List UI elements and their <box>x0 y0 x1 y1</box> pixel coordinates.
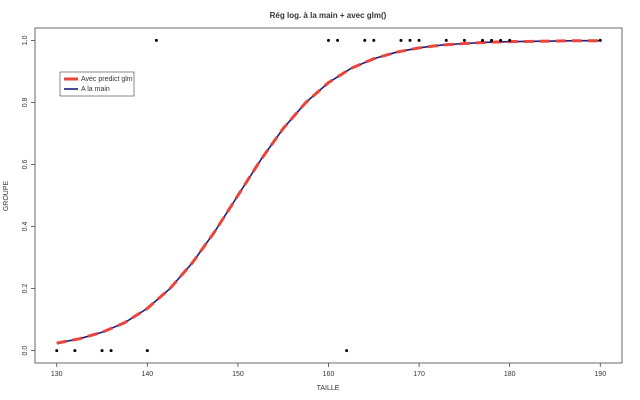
data-point <box>154 38 158 42</box>
x-axis-label: TAILLE <box>317 385 340 392</box>
legend-box <box>59 71 135 97</box>
x-tick-label: 180 <box>504 371 516 378</box>
data-point <box>109 349 113 353</box>
x-tick-label: 160 <box>323 371 335 378</box>
x-tick-label: 190 <box>594 371 606 378</box>
chart-title: Rég log. à la main + avec glm() <box>270 11 387 20</box>
data-point <box>363 38 367 42</box>
x-tick-label: 130 <box>51 371 63 378</box>
data-point <box>145 349 149 353</box>
data-point <box>508 38 512 42</box>
y-axis-label: GROUPE <box>3 181 10 212</box>
data-point <box>100 349 104 353</box>
y-tick-label: 1.0 <box>22 35 29 45</box>
y-tick-label: 0.6 <box>22 160 29 170</box>
data-point <box>480 38 484 42</box>
x-tick-label: 140 <box>141 371 153 378</box>
data-point <box>336 38 340 42</box>
data-point <box>417 38 421 42</box>
legend-label: A la main <box>81 86 110 93</box>
data-point <box>73 349 77 353</box>
x-tick-label: 170 <box>413 371 425 378</box>
data-point <box>399 38 403 42</box>
data-point <box>490 38 494 42</box>
curve <box>56 39 601 345</box>
y-tick-label: 0.4 <box>22 222 29 232</box>
data-point <box>327 38 330 42</box>
data-point <box>499 38 503 42</box>
y-tick-label: 0.0 <box>22 346 29 356</box>
data-point <box>462 38 466 42</box>
data-point <box>598 38 602 42</box>
data-point <box>408 38 412 42</box>
y-tick-label: 0.8 <box>22 97 29 107</box>
data-point <box>345 349 349 353</box>
x-tick-label: 150 <box>232 371 244 378</box>
data-point <box>444 38 448 42</box>
data-point <box>372 38 376 42</box>
data-point <box>55 349 59 353</box>
y-tick-label: 0.2 <box>22 284 29 294</box>
legend-label: Avec predict glm <box>81 76 133 83</box>
curve <box>56 39 601 344</box>
